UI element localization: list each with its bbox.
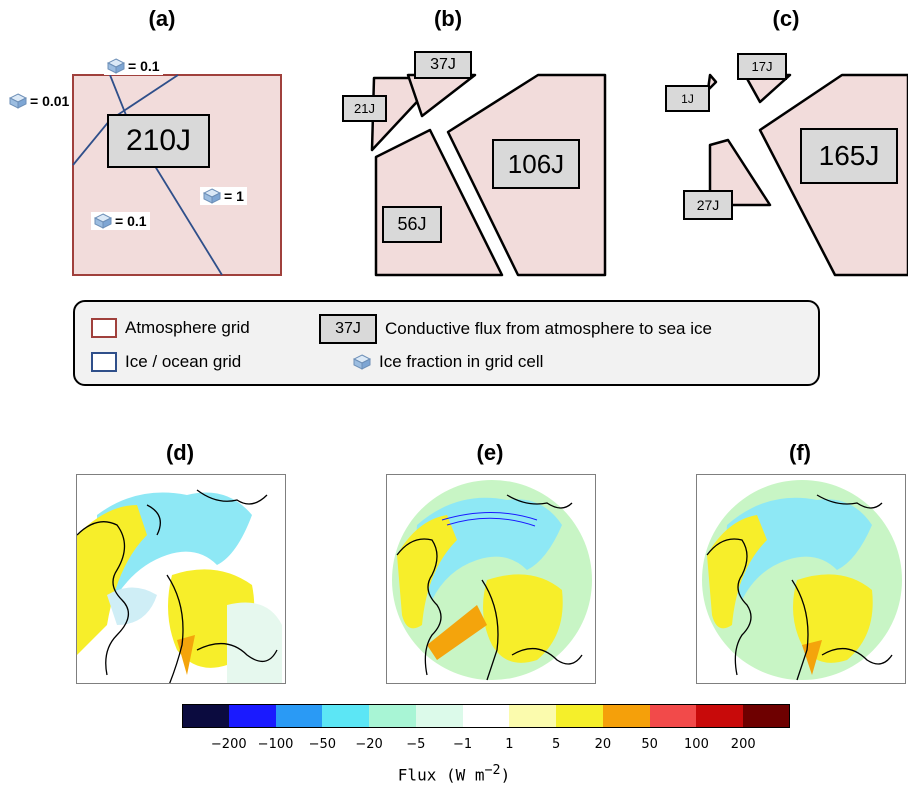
legend-box: Atmosphere grid Ice / ocean grid 37J Con… <box>73 300 820 386</box>
colorbar-tick-label: −100 <box>257 737 294 752</box>
colorbar-title: Flux (W m−2) <box>0 763 908 784</box>
colorbar-segment <box>696 704 744 728</box>
colorbar-outline <box>182 704 790 728</box>
colorbar-tick-label: −1 <box>453 737 473 752</box>
colorbar-tick-label: −20 <box>355 737 383 752</box>
panel-a-diagram <box>72 74 282 276</box>
colorbar-tick-label: 5 <box>552 737 561 752</box>
ice-fraction-top: = 0.1 <box>104 57 163 75</box>
ice-fraction-bottom-value: = 0.1 <box>115 213 147 229</box>
legend-ice-fraction: Ice fraction in grid cell <box>353 352 543 372</box>
panel-c-flux-right: 165J <box>800 128 898 184</box>
colorbar-title-text: Flux (W m <box>397 765 485 785</box>
panel-b-label: (b) <box>433 6 463 31</box>
legend-atmosphere: Atmosphere grid <box>91 318 250 338</box>
panel-c-bottom-piece <box>708 138 772 207</box>
map-e <box>386 474 596 684</box>
colorbar-tick-label: 50 <box>641 737 658 752</box>
panel-d-label: (d) <box>165 440 195 465</box>
map-d-image <box>77 489 282 683</box>
colorbar-segment <box>649 704 697 728</box>
legend-flux-box: 37J <box>319 314 377 344</box>
colorbar-segment <box>322 704 370 728</box>
ice-fraction-right: = 1 <box>200 187 247 205</box>
ice-cube-icon <box>203 188 221 204</box>
colorbar-tick-label: 100 <box>684 737 709 752</box>
atmosphere-grid-cell <box>72 74 282 276</box>
ice-fraction-left: = 0.01 <box>6 92 73 110</box>
ice-cube-icon <box>94 213 112 229</box>
ice-fraction-bottom: = 0.1 <box>91 212 150 230</box>
colorbar-tick-label: −5 <box>406 737 426 752</box>
ice-cube-icon <box>107 58 125 74</box>
atmosphere-swatch <box>91 318 117 338</box>
map-f-image <box>702 480 902 681</box>
colorbar-tick-label: 200 <box>730 737 756 752</box>
panel-a-flux-box: 210J <box>107 114 210 168</box>
ice-ocean-grid-lines <box>72 74 223 276</box>
ice-cube-icon <box>353 354 371 370</box>
legend-flux: 37J Conductive flux from atmosphere to s… <box>319 314 712 344</box>
legend-flux-label: Conductive flux from atmosphere to sea i… <box>385 319 712 338</box>
colorbar-segment <box>462 704 510 728</box>
colorbar-tick-label: −50 <box>308 737 337 752</box>
colorbar-tick-label: −200 <box>210 737 247 752</box>
panel-b-flux-bottom: 56J <box>382 206 442 243</box>
panel-c-flux-left: 1J <box>665 85 710 112</box>
map-f <box>696 474 906 684</box>
colorbar-segment <box>228 704 277 728</box>
ice-cube-icon <box>9 93 27 109</box>
ice-fraction-right-value: = 1 <box>224 188 244 204</box>
colorbar-segment <box>602 704 651 728</box>
panel-c-label: (c) <box>772 6 800 31</box>
map-d <box>76 474 286 684</box>
panel-b-top-piece <box>406 73 477 118</box>
legend-ice-fraction-label: Ice fraction in grid cell <box>379 352 544 371</box>
legend-atmosphere-label: Atmosphere grid <box>125 318 250 337</box>
panel-c-flux-top: 17J <box>737 53 787 80</box>
colorbar-tick-label: 20 <box>594 737 612 752</box>
colorbar-tick-label: 1 <box>505 737 514 752</box>
panel-b-flux-top: 37J <box>414 51 472 79</box>
panel-c-left-piece <box>706 73 718 92</box>
colorbar-title-close: ) <box>500 765 511 785</box>
colorbar-segment <box>275 704 323 728</box>
colorbar-segment <box>182 704 230 728</box>
colorbar-segment <box>415 704 464 728</box>
panel-f-label: (f) <box>789 440 811 465</box>
legend-ice-ocean-label: Ice / ocean grid <box>125 352 242 371</box>
panel-b-flux-left: 21J <box>342 95 387 122</box>
panel-e-label: (e) <box>476 440 504 465</box>
panel-c-flux-bottom: 27J <box>683 190 733 220</box>
colorbar-title-exponent: −2 <box>484 763 501 778</box>
colorbar-segment <box>509 704 557 728</box>
panel-b-flux-right: 106J <box>492 139 580 189</box>
legend-ice-ocean: Ice / ocean grid <box>91 352 241 372</box>
map-e-image <box>392 480 592 681</box>
colorbar-segment <box>743 704 791 728</box>
ice-fraction-left-value: = 0.01 <box>30 93 70 109</box>
colorbar-segment <box>369 704 417 728</box>
panel-a-label: (a) <box>148 6 176 31</box>
ice-ocean-swatch <box>91 352 117 372</box>
colorbar-segment <box>556 704 604 728</box>
ice-fraction-top-value: = 0.1 <box>128 58 160 74</box>
